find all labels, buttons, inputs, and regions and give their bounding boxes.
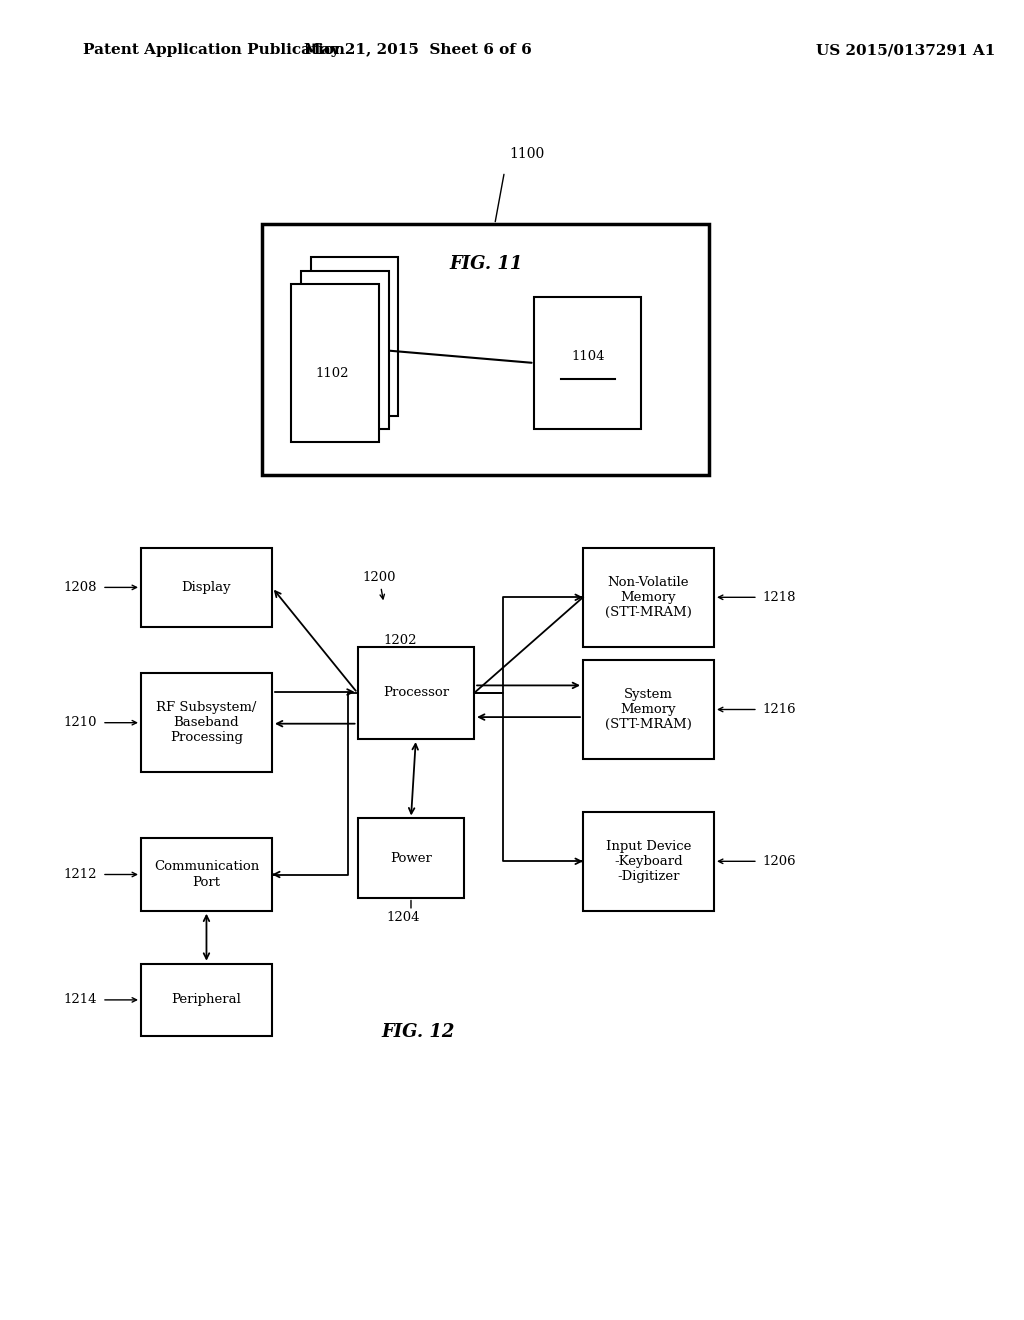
Text: RF Subsystem/
Baseband
Processing: RF Subsystem/ Baseband Processing — [157, 701, 257, 744]
Text: 1204: 1204 — [386, 911, 420, 924]
Text: 1214: 1214 — [63, 994, 97, 1006]
Text: Non-Volatile
Memory
(STT-MRAM): Non-Volatile Memory (STT-MRAM) — [605, 576, 692, 619]
FancyBboxPatch shape — [292, 284, 379, 442]
FancyBboxPatch shape — [583, 660, 714, 759]
Text: FIG. 11: FIG. 11 — [450, 255, 522, 273]
Text: 1206: 1206 — [763, 855, 797, 867]
Text: System
Memory
(STT-MRAM): System Memory (STT-MRAM) — [605, 688, 692, 731]
FancyBboxPatch shape — [583, 812, 714, 911]
Text: Power: Power — [390, 851, 432, 865]
Text: 1202: 1202 — [384, 634, 418, 647]
Text: 1208: 1208 — [63, 581, 97, 594]
FancyBboxPatch shape — [357, 647, 474, 739]
Text: Display: Display — [181, 581, 231, 594]
Text: US 2015/0137291 A1: US 2015/0137291 A1 — [816, 44, 995, 57]
Text: Peripheral: Peripheral — [172, 994, 242, 1006]
Text: 1210: 1210 — [63, 717, 97, 729]
Text: Processor: Processor — [383, 686, 449, 700]
FancyBboxPatch shape — [141, 838, 272, 911]
Text: 1100: 1100 — [509, 147, 545, 161]
Text: Patent Application Publication: Patent Application Publication — [83, 44, 345, 57]
Text: 1218: 1218 — [763, 591, 797, 603]
Text: 1200: 1200 — [362, 570, 396, 599]
FancyBboxPatch shape — [583, 548, 714, 647]
FancyBboxPatch shape — [311, 257, 398, 416]
Text: 1102: 1102 — [315, 367, 348, 380]
FancyBboxPatch shape — [141, 673, 272, 772]
FancyBboxPatch shape — [535, 297, 641, 429]
Text: FIG. 12: FIG. 12 — [381, 1023, 455, 1041]
Text: 1212: 1212 — [63, 869, 97, 880]
Text: May 21, 2015  Sheet 6 of 6: May 21, 2015 Sheet 6 of 6 — [304, 44, 531, 57]
Text: Communication
Port: Communication Port — [154, 861, 259, 888]
FancyBboxPatch shape — [301, 271, 389, 429]
FancyBboxPatch shape — [262, 224, 710, 475]
Text: Input Device
-Keyboard
-Digitizer: Input Device -Keyboard -Digitizer — [606, 840, 691, 883]
FancyBboxPatch shape — [357, 818, 465, 898]
FancyBboxPatch shape — [141, 964, 272, 1036]
Text: 1216: 1216 — [763, 704, 797, 715]
Text: 1104: 1104 — [571, 350, 604, 363]
FancyBboxPatch shape — [141, 548, 272, 627]
